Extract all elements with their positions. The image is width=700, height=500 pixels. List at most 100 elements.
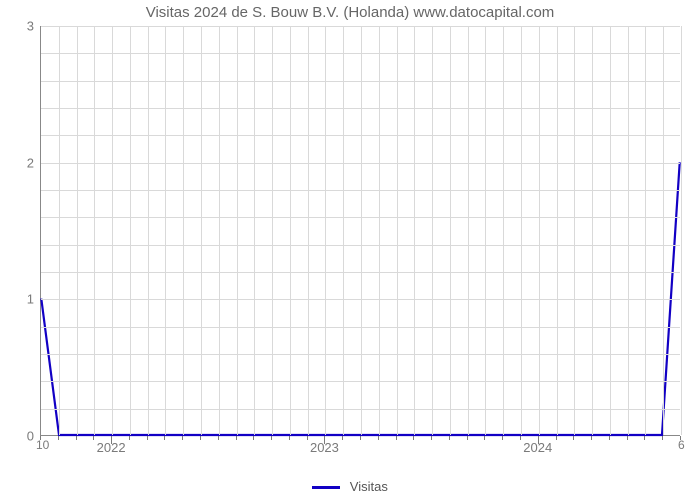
x-minor-tick [396,436,397,440]
gridline-horizontal [41,163,680,164]
gridline-horizontal [41,245,680,246]
gridline-vertical [379,26,380,435]
x-minor-tick [360,436,361,440]
gridline-vertical [503,26,504,435]
y-tick-label: 3 [27,19,34,34]
gridline-vertical [254,26,255,435]
x-minor-tick [644,436,645,440]
x-minor-tick [627,436,628,440]
gridline-vertical [290,26,291,435]
gridline-vertical [237,26,238,435]
gridline-vertical [272,26,273,435]
legend-swatch [312,486,340,489]
gridline-vertical [521,26,522,435]
gridline-vertical [432,26,433,435]
chart-title: Visitas 2024 de S. Bouw B.V. (Holanda) w… [0,4,700,21]
gridline-vertical [485,26,486,435]
gridline-horizontal [41,190,680,191]
gridline-vertical [148,26,149,435]
gridline-horizontal [41,81,680,82]
visits-chart: Visitas 2024 de S. Bouw B.V. (Holanda) w… [0,0,700,500]
legend: Visitas [0,479,700,494]
gridline-vertical [557,26,558,435]
x-left-end-label: 10 [36,438,49,452]
x-minor-tick [467,436,468,440]
x-minor-tick [76,436,77,440]
gridline-vertical [574,26,575,435]
gridline-vertical [468,26,469,435]
gridline-vertical [681,26,682,435]
x-minor-tick [164,436,165,440]
legend-label: Visitas [350,479,388,494]
x-minor-tick [182,436,183,440]
gridline-vertical [112,26,113,435]
gridline-horizontal [41,327,680,328]
gridline-horizontal [41,381,680,382]
gridline-vertical [361,26,362,435]
gridline-horizontal [41,409,680,410]
x-tick-label: 2023 [310,440,339,455]
gridline-vertical [201,26,202,435]
x-minor-tick [591,436,592,440]
x-minor-tick [200,436,201,440]
gridline-horizontal [41,272,680,273]
gridline-vertical [183,26,184,435]
gridline-horizontal [41,217,680,218]
gridline-vertical [165,26,166,435]
x-minor-tick [147,436,148,440]
gridline-horizontal [41,53,680,54]
x-minor-tick [680,436,681,440]
x-minor-tick [218,436,219,440]
gridline-horizontal [41,354,680,355]
gridline-vertical [325,26,326,435]
gridline-vertical [397,26,398,435]
gridline-vertical [539,26,540,435]
x-minor-tick [556,436,557,440]
x-minor-tick [449,436,450,440]
x-minor-tick [662,436,663,440]
x-minor-tick [236,436,237,440]
x-minor-tick [129,436,130,440]
x-minor-tick [253,436,254,440]
gridline-horizontal [41,26,680,27]
gridline-vertical [450,26,451,435]
gridline-vertical [219,26,220,435]
x-minor-tick [378,436,379,440]
x-minor-tick [609,436,610,440]
gridline-horizontal [41,135,680,136]
gridline-vertical [94,26,95,435]
gridline-vertical [308,26,309,435]
gridline-vertical [628,26,629,435]
gridline-vertical [610,26,611,435]
x-minor-tick [342,436,343,440]
gridline-vertical [130,26,131,435]
y-tick-label: 1 [27,292,34,307]
gridline-vertical [343,26,344,435]
gridline-vertical [77,26,78,435]
x-minor-tick [573,436,574,440]
x-tick-label: 2022 [97,440,126,455]
gridline-vertical [59,26,60,435]
x-minor-tick [289,436,290,440]
x-minor-tick [93,436,94,440]
x-minor-tick [40,436,41,440]
gridline-vertical [414,26,415,435]
x-minor-tick [271,436,272,440]
x-minor-tick [484,436,485,440]
x-minor-tick [307,436,308,440]
x-minor-tick [502,436,503,440]
x-minor-tick [520,436,521,440]
gridline-vertical [645,26,646,435]
x-minor-tick [58,436,59,440]
x-tick-label: 2024 [523,440,552,455]
gridline-horizontal [41,299,680,300]
x-minor-tick [431,436,432,440]
y-tick-label: 2 [27,155,34,170]
gridline-horizontal [41,108,680,109]
y-tick-label: 0 [27,429,34,444]
x-minor-tick [413,436,414,440]
plot-area [40,26,680,436]
x-right-end-label: 6 [678,438,685,452]
gridline-vertical [592,26,593,435]
gridline-vertical [663,26,664,435]
